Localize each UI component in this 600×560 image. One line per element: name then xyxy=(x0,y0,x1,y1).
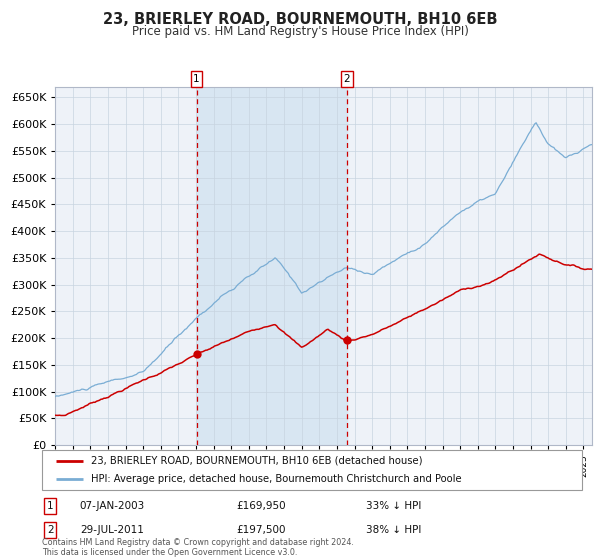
Text: Price paid vs. HM Land Registry's House Price Index (HPI): Price paid vs. HM Land Registry's House … xyxy=(131,25,469,38)
Text: HPI: Average price, detached house, Bournemouth Christchurch and Poole: HPI: Average price, detached house, Bour… xyxy=(91,474,461,484)
Text: 07-JAN-2003: 07-JAN-2003 xyxy=(80,501,145,511)
Text: 38% ↓ HPI: 38% ↓ HPI xyxy=(366,525,421,535)
Bar xyxy=(197,87,347,445)
Text: 1: 1 xyxy=(193,74,200,84)
Text: 23, BRIERLEY ROAD, BOURNEMOUTH, BH10 6EB: 23, BRIERLEY ROAD, BOURNEMOUTH, BH10 6EB xyxy=(103,12,497,27)
Text: 33% ↓ HPI: 33% ↓ HPI xyxy=(366,501,421,511)
Text: £169,950: £169,950 xyxy=(236,501,286,511)
Text: 23, BRIERLEY ROAD, BOURNEMOUTH, BH10 6EB (detached house): 23, BRIERLEY ROAD, BOURNEMOUTH, BH10 6EB… xyxy=(91,456,422,465)
Text: £197,500: £197,500 xyxy=(236,525,286,535)
Text: 2: 2 xyxy=(344,74,350,84)
Text: 29-JUL-2011: 29-JUL-2011 xyxy=(80,525,143,535)
Text: 1: 1 xyxy=(47,501,53,511)
Text: Contains HM Land Registry data © Crown copyright and database right 2024.
This d: Contains HM Land Registry data © Crown c… xyxy=(42,538,354,557)
Text: 2: 2 xyxy=(47,525,53,535)
